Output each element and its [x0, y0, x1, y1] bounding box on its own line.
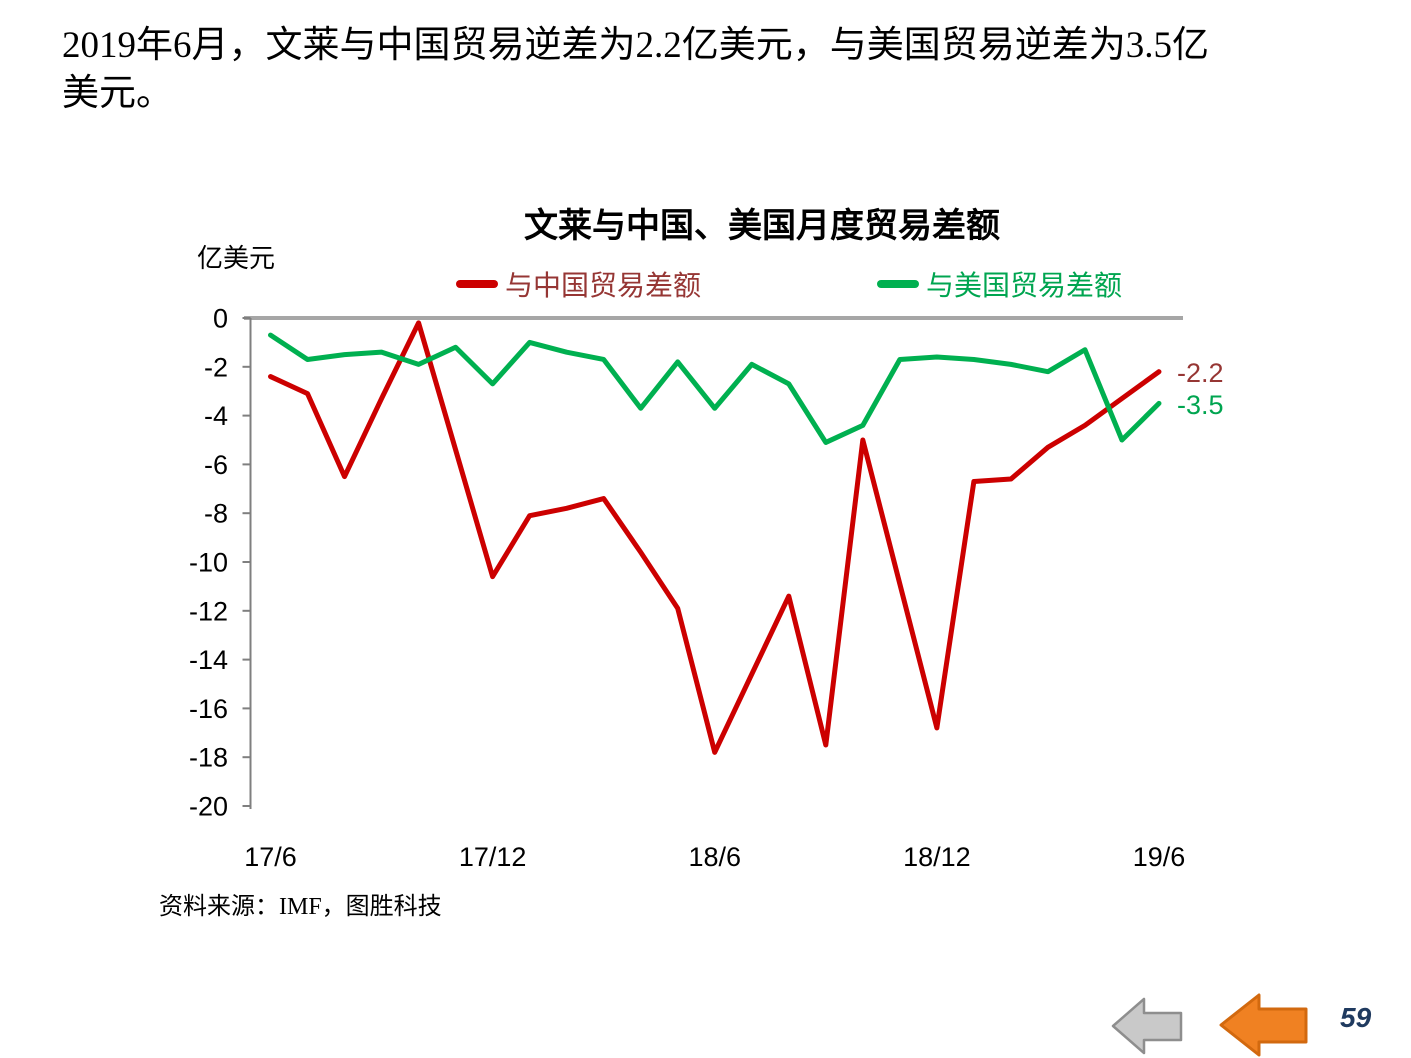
headline-line-2: 美元。 [62, 73, 173, 114]
x-tick-label: 17/12 [459, 842, 527, 872]
y-tick-label: -4 [204, 401, 228, 431]
legend-item-us: 与美国贸易差额 [877, 264, 1122, 304]
us-line-swatch-icon [877, 280, 919, 288]
legend-label-china: 与中国贸易差额 [505, 271, 702, 302]
data-label-china-latest: -2.2 [1177, 358, 1224, 388]
y-tick-label: -2 [204, 352, 228, 382]
headline-line-1: 2019年6月，文莱与中国贸易逆差为2.2亿美元，与美国贸易逆差为3.5亿 [62, 25, 1209, 66]
x-tick-label: 18/6 [688, 842, 741, 872]
legend-label-us: 与美国贸易差额 [926, 271, 1123, 302]
y-tick-label: -10 [189, 548, 228, 578]
series-line-china [268, 320, 1162, 755]
y-tick-label: -12 [189, 596, 228, 626]
y-axis-unit-label: 亿美元 [197, 244, 276, 273]
y-tick-label: -14 [189, 645, 228, 675]
x-tick-label: 18/12 [903, 842, 971, 872]
y-tick-label: 0 [213, 304, 228, 334]
chart-title: 文莱与中国、美国月度贸易差额 [524, 208, 1000, 245]
y-tick-label: -16 [189, 694, 228, 724]
page-number: 59 [1340, 1002, 1372, 1033]
data-label-us-latest: -3.5 [1177, 390, 1224, 420]
y-tick-label: -8 [204, 499, 228, 529]
orange-back-arrow-icon[interactable] [1219, 993, 1308, 1057]
china-line-swatch-icon [456, 280, 498, 288]
legend-item-china: 与中国贸易差额 [456, 264, 701, 304]
y-tick-label: -20 [189, 792, 228, 822]
x-tick-label: 19/6 [1133, 842, 1186, 872]
x-tick-label: 17/6 [244, 842, 297, 872]
gray-back-arrow-icon[interactable] [1111, 997, 1183, 1055]
headline-text: 2019年6月，文莱与中国贸易逆差为2.2亿美元，与美国贸易逆差为3.5亿 美元… [62, 22, 1382, 118]
series-line-us [268, 332, 1162, 445]
y-tick-label: -18 [189, 743, 228, 773]
source-note: 资料来源：IMF，图胜科技 [159, 894, 442, 920]
y-tick-label: -6 [204, 450, 228, 480]
